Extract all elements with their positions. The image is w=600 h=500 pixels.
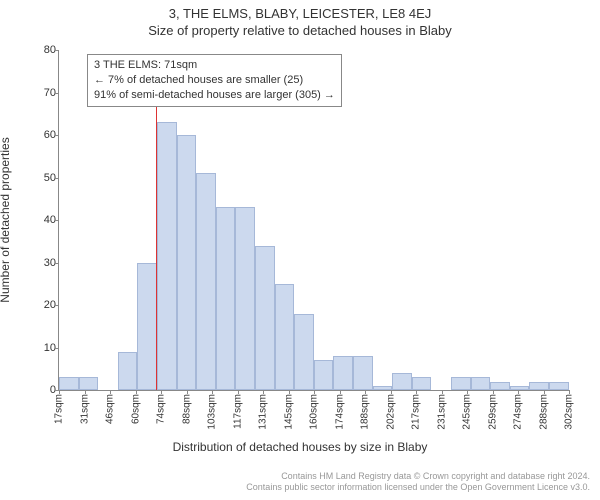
histogram-bar [235, 207, 255, 390]
histogram-bar [196, 173, 216, 390]
x-tick-label: 46sqm [105, 394, 116, 424]
y-tick-mark [55, 263, 59, 264]
x-tick-mark [289, 390, 290, 394]
x-tick-mark [212, 390, 213, 394]
plot-area: 0102030405060708017sqm31sqm46sqm60sqm74s… [58, 50, 569, 391]
property-marker-line [156, 95, 157, 390]
histogram-bar [294, 314, 314, 391]
x-tick-label: 259sqm [487, 394, 498, 430]
x-tick-mark [518, 390, 519, 394]
histogram-bar [157, 122, 177, 390]
x-tick-mark [161, 390, 162, 394]
y-tick-mark [55, 220, 59, 221]
histogram-bar [79, 377, 99, 390]
x-tick-mark [110, 390, 111, 394]
histogram-bar [451, 377, 471, 390]
x-tick-mark [467, 390, 468, 394]
x-tick-mark [187, 390, 188, 394]
histogram-bar [412, 377, 432, 390]
x-tick-mark [544, 390, 545, 394]
histogram-bar [510, 386, 530, 390]
x-tick-mark [314, 390, 315, 394]
footer-line-2: Contains public sector information licen… [246, 482, 590, 494]
y-tick-mark [55, 50, 59, 51]
x-tick-label: 217sqm [411, 394, 422, 430]
histogram-bar [333, 356, 353, 390]
histogram-bar [392, 373, 412, 390]
x-tick-label: 117sqm [232, 394, 243, 429]
x-tick-label: 231sqm [436, 394, 447, 430]
x-tick-label: 174sqm [334, 394, 345, 430]
x-tick-mark [569, 390, 570, 394]
x-tick-mark [442, 390, 443, 394]
y-tick-mark [55, 348, 59, 349]
x-tick-mark [391, 390, 392, 394]
x-tick-label: 302sqm [564, 394, 575, 430]
x-tick-mark [340, 390, 341, 394]
histogram-bar [255, 246, 275, 391]
histogram-bar [353, 356, 373, 390]
x-tick-label: 60sqm [130, 394, 141, 424]
x-tick-mark [416, 390, 417, 394]
annotation-box: 3 THE ELMS: 71sqm← 7% of detached houses… [87, 54, 342, 107]
page-subtitle: Size of property relative to detached ho… [0, 21, 600, 38]
y-tick-mark [55, 93, 59, 94]
x-tick-mark [365, 390, 366, 394]
x-tick-label: 74sqm [156, 394, 167, 424]
footer-attribution: Contains HM Land Registry data © Crown c… [246, 471, 590, 494]
histogram-bar [275, 284, 295, 390]
histogram-bar [314, 360, 334, 390]
x-axis-label: Distribution of detached houses by size … [0, 440, 600, 454]
x-tick-mark [59, 390, 60, 394]
footer-line-1: Contains HM Land Registry data © Crown c… [246, 471, 590, 483]
histogram-bar [490, 382, 510, 391]
histogram-bar [216, 207, 236, 390]
histogram-bar [549, 382, 569, 391]
x-tick-mark [136, 390, 137, 394]
y-tick-mark [55, 305, 59, 306]
x-tick-label: 131sqm [258, 394, 269, 430]
page-title: 3, THE ELMS, BLABY, LEICESTER, LE8 4EJ [0, 0, 600, 21]
histogram-bar [137, 263, 157, 391]
annotation-line-1: 3 THE ELMS: 71sqm [94, 58, 335, 73]
x-tick-mark [263, 390, 264, 394]
x-tick-mark [493, 390, 494, 394]
x-tick-label: 288sqm [538, 394, 549, 430]
histogram-bar [471, 377, 491, 390]
histogram-bar [59, 377, 79, 390]
histogram-bar [529, 382, 549, 391]
x-tick-label: 160sqm [309, 394, 320, 430]
x-tick-mark [85, 390, 86, 394]
x-tick-label: 88sqm [181, 394, 192, 424]
x-tick-label: 17sqm [54, 394, 65, 424]
annotation-line-3: 91% of semi-detached houses are larger (… [94, 88, 335, 103]
y-axis-label: Number of detached properties [0, 137, 12, 302]
x-tick-mark [238, 390, 239, 394]
y-tick-mark [55, 135, 59, 136]
chart: 0102030405060708017sqm31sqm46sqm60sqm74s… [58, 50, 568, 390]
annotation-line-2: ← 7% of detached houses are smaller (25) [94, 73, 335, 88]
x-tick-label: 245sqm [462, 394, 473, 430]
y-tick-mark [55, 178, 59, 179]
x-tick-label: 188sqm [360, 394, 371, 430]
histogram-bar [118, 352, 138, 390]
x-tick-label: 31sqm [79, 394, 90, 424]
histogram-bar [373, 386, 393, 390]
x-tick-label: 145sqm [283, 394, 294, 430]
histogram-bar [177, 135, 197, 390]
x-tick-label: 274sqm [513, 394, 524, 430]
x-tick-label: 202sqm [385, 394, 396, 430]
x-tick-label: 103sqm [207, 394, 218, 430]
